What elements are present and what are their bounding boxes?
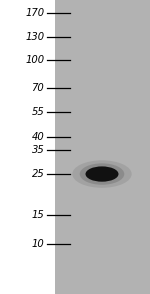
Text: 130: 130 — [25, 32, 44, 42]
Text: 35: 35 — [32, 145, 44, 155]
Text: 10: 10 — [32, 239, 44, 249]
Text: 170: 170 — [25, 8, 44, 18]
Ellipse shape — [72, 160, 132, 188]
Ellipse shape — [80, 163, 124, 185]
Text: 25: 25 — [32, 169, 44, 179]
Text: 100: 100 — [25, 55, 44, 65]
Text: 15: 15 — [32, 210, 44, 220]
Text: 40: 40 — [32, 132, 44, 142]
Ellipse shape — [85, 166, 118, 182]
Bar — [55, 0, 150, 294]
Text: 70: 70 — [32, 83, 44, 93]
Text: 55: 55 — [32, 107, 44, 117]
